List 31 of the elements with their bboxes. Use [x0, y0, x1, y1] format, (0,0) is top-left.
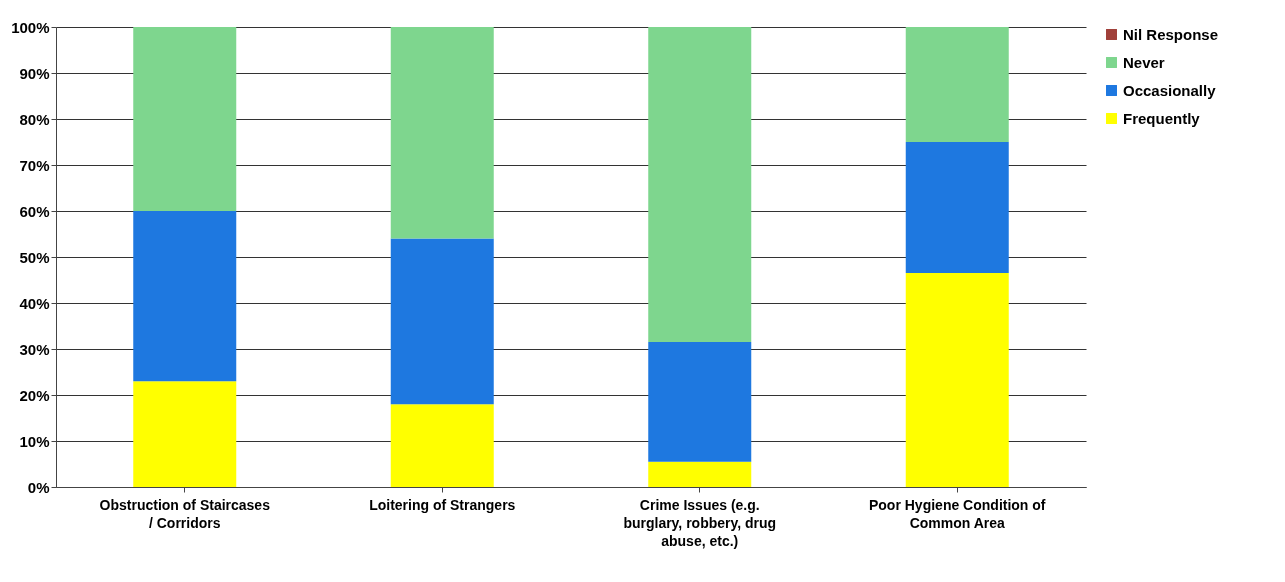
y-tick-label: 80% [19, 110, 50, 128]
legend-label: Occasionally [1123, 81, 1217, 99]
bar [133, 381, 237, 487]
bar [905, 273, 1009, 487]
y-tick-label: 90% [19, 64, 50, 82]
y-tick-label: 60% [19, 202, 50, 220]
bar [390, 27, 494, 239]
x-tick-label: Crime Issues (e.g. burglary, robbery, drug abuse, etc.) [623, 496, 777, 549]
x-tick-label: Poor Hygiene Condition of Common Area [868, 496, 1046, 531]
bar [133, 27, 237, 211]
x-tick-label: Loitering of Strangers [369, 496, 516, 513]
y-tick-label: 0% [27, 478, 50, 496]
y-tick-label: 100% [11, 18, 50, 36]
bar [648, 461, 752, 487]
y-tick-label: 20% [19, 386, 50, 404]
y-tick-label: 10% [19, 432, 50, 450]
legend-label: Nil Response [1123, 25, 1219, 43]
y-tick-label: 70% [19, 156, 50, 174]
legend-label: Frequently [1123, 109, 1201, 127]
legend-label: Never [1123, 53, 1165, 71]
bar [648, 342, 752, 462]
bar [905, 142, 1009, 274]
bar [905, 27, 1009, 142]
bar [648, 27, 752, 343]
bar [133, 211, 237, 382]
y-tick-label: 50% [19, 248, 50, 266]
y-tick-label: 40% [19, 294, 50, 312]
bar [390, 238, 494, 405]
x-tick-label: Obstruction of Staircases / Corridors [99, 496, 271, 531]
bar [390, 404, 494, 487]
y-tick-label: 30% [19, 340, 50, 358]
